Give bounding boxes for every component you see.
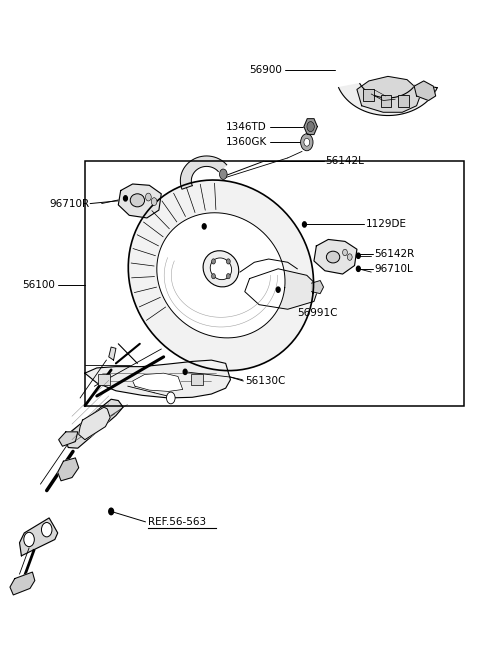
Polygon shape — [414, 81, 436, 100]
Circle shape — [24, 533, 34, 547]
Polygon shape — [79, 407, 110, 440]
Circle shape — [302, 222, 306, 227]
Circle shape — [357, 253, 360, 258]
Text: 56142R: 56142R — [374, 250, 414, 259]
Polygon shape — [10, 572, 35, 595]
Circle shape — [151, 198, 157, 206]
Text: 96710L: 96710L — [374, 264, 413, 274]
Circle shape — [212, 259, 216, 264]
Circle shape — [183, 369, 187, 375]
Text: 1360GK: 1360GK — [226, 138, 267, 147]
Ellipse shape — [203, 251, 239, 287]
Bar — [381, 96, 391, 107]
Text: 56900: 56900 — [249, 65, 282, 75]
Ellipse shape — [326, 251, 340, 263]
Ellipse shape — [210, 258, 232, 280]
Bar — [363, 89, 373, 100]
Bar — [192, 375, 203, 385]
Polygon shape — [58, 458, 79, 481]
Circle shape — [276, 287, 280, 292]
Polygon shape — [132, 373, 183, 392]
Circle shape — [227, 274, 230, 279]
Text: 1129DE: 1129DE — [365, 219, 407, 229]
Text: 1129DB: 1129DB — [183, 233, 224, 242]
Circle shape — [202, 224, 206, 229]
Ellipse shape — [157, 213, 285, 338]
Polygon shape — [312, 280, 324, 293]
Polygon shape — [314, 240, 357, 274]
Text: 1346TD: 1346TD — [226, 122, 267, 132]
Circle shape — [109, 508, 114, 515]
Circle shape — [167, 392, 175, 404]
Bar — [85, 161, 464, 405]
Polygon shape — [85, 360, 230, 398]
Text: 56100: 56100 — [22, 280, 55, 290]
Text: REF.56-563: REF.56-563 — [148, 517, 206, 527]
Polygon shape — [338, 84, 437, 115]
Polygon shape — [118, 184, 161, 218]
Circle shape — [300, 134, 313, 151]
Text: 56130C: 56130C — [245, 376, 285, 386]
Circle shape — [348, 253, 352, 260]
Circle shape — [145, 193, 151, 201]
Polygon shape — [357, 77, 421, 112]
Text: 96710R: 96710R — [49, 198, 90, 208]
Bar — [98, 375, 110, 385]
Polygon shape — [66, 400, 123, 448]
Circle shape — [343, 250, 348, 255]
Circle shape — [304, 138, 310, 146]
Polygon shape — [109, 347, 116, 360]
Circle shape — [212, 274, 216, 279]
Text: 56142L: 56142L — [325, 156, 364, 166]
Circle shape — [307, 122, 314, 132]
Circle shape — [357, 266, 360, 271]
Ellipse shape — [130, 194, 144, 207]
Bar — [398, 96, 409, 107]
Polygon shape — [180, 156, 227, 189]
Polygon shape — [20, 518, 58, 556]
Polygon shape — [245, 269, 319, 309]
Polygon shape — [59, 432, 78, 446]
Text: 56991C: 56991C — [297, 308, 338, 318]
Circle shape — [227, 259, 230, 264]
Circle shape — [219, 169, 227, 179]
Circle shape — [41, 523, 52, 537]
Ellipse shape — [128, 180, 313, 371]
Polygon shape — [304, 119, 317, 134]
Circle shape — [123, 196, 127, 201]
